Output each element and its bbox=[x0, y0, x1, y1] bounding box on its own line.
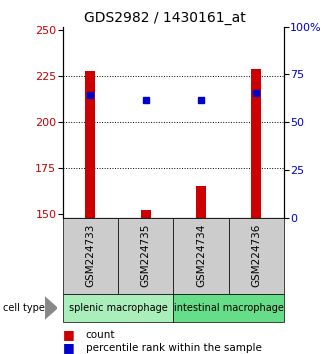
Text: GSM224735: GSM224735 bbox=[141, 224, 150, 287]
Bar bbox=[251, 69, 261, 218]
Text: GSM224736: GSM224736 bbox=[251, 224, 261, 287]
Text: GDS2982 / 1430161_at: GDS2982 / 1430161_at bbox=[84, 11, 246, 25]
Bar bbox=[141, 210, 150, 218]
Text: ■: ■ bbox=[63, 341, 75, 354]
Bar bbox=[85, 71, 95, 218]
Bar bbox=[196, 187, 206, 218]
Text: GSM224734: GSM224734 bbox=[196, 224, 206, 287]
Text: intestinal macrophage: intestinal macrophage bbox=[174, 303, 283, 313]
Text: percentile rank within the sample: percentile rank within the sample bbox=[86, 343, 262, 353]
Text: ■: ■ bbox=[63, 328, 75, 341]
Text: count: count bbox=[86, 330, 115, 339]
Text: GSM224733: GSM224733 bbox=[85, 224, 95, 287]
Polygon shape bbox=[45, 297, 57, 319]
Text: cell type: cell type bbox=[3, 303, 45, 313]
Text: splenic macrophage: splenic macrophage bbox=[69, 303, 167, 313]
